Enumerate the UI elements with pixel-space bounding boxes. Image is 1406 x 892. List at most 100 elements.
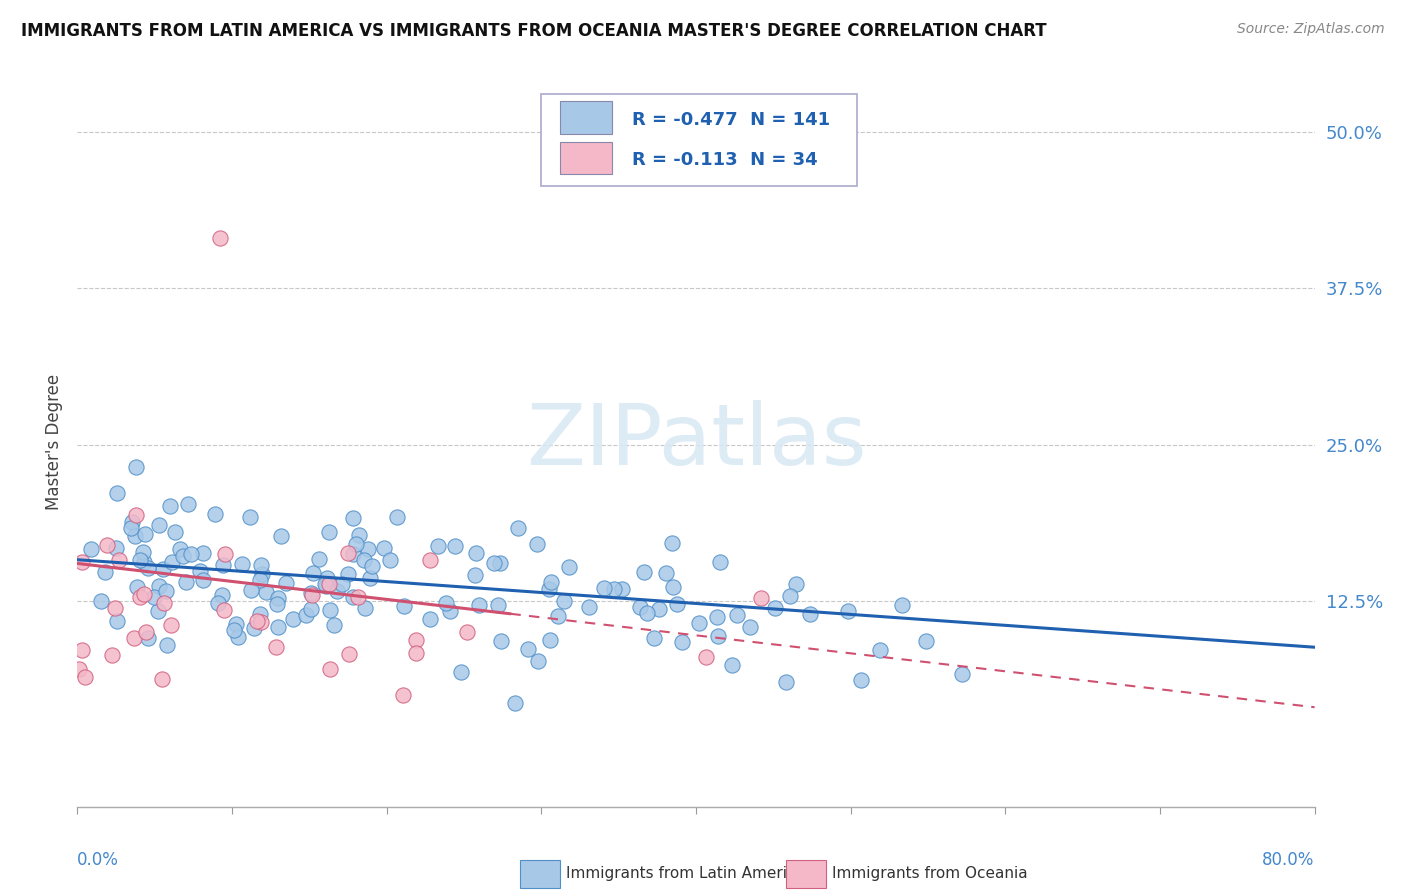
Point: [67, 662, 90, 676]
Point: [593, 581, 616, 595]
Point: [228, 630, 250, 644]
Point: [349, 528, 371, 542]
Point: [443, 539, 465, 553]
Point: [538, 582, 561, 596]
Point: [359, 570, 381, 584]
Point: [628, 599, 651, 614]
Point: [132, 545, 155, 559]
Point: [191, 546, 214, 560]
Point: [342, 511, 364, 525]
Point: [775, 674, 797, 689]
Point: [222, 623, 245, 637]
Point: [464, 567, 486, 582]
Point: [391, 689, 413, 703]
Point: [266, 597, 288, 611]
Point: [633, 565, 655, 579]
Point: [104, 601, 127, 615]
Point: [357, 542, 380, 557]
Point: [148, 579, 170, 593]
Point: [547, 608, 569, 623]
Point: [418, 612, 440, 626]
Text: 80.0%: 80.0%: [1263, 851, 1315, 869]
Point: [706, 610, 728, 624]
Point: [380, 553, 402, 567]
Point: [153, 596, 176, 610]
Point: [491, 633, 513, 648]
Point: [266, 620, 288, 634]
Point: [211, 588, 233, 602]
Text: ZIPatlas: ZIPatlas: [526, 400, 866, 483]
Point: [239, 510, 262, 524]
Point: [295, 608, 318, 623]
Point: [146, 604, 169, 618]
Point: [319, 663, 342, 677]
FancyBboxPatch shape: [541, 95, 856, 186]
Point: [180, 547, 202, 561]
Point: [207, 596, 229, 610]
Point: [249, 573, 271, 587]
Point: [540, 574, 562, 589]
Point: [661, 580, 683, 594]
Point: [169, 541, 191, 556]
Point: [336, 546, 359, 560]
Point: [488, 556, 510, 570]
Point: [636, 606, 658, 620]
Point: [243, 621, 266, 635]
Point: [342, 590, 364, 604]
Point: [319, 603, 342, 617]
Point: [661, 536, 683, 550]
Point: [330, 576, 353, 591]
Point: [80, 541, 103, 556]
Point: [159, 500, 181, 514]
Point: [785, 577, 807, 591]
Point: [709, 555, 731, 569]
Point: [274, 576, 297, 591]
Point: [578, 599, 600, 614]
Point: [720, 657, 742, 672]
Point: [482, 557, 505, 571]
Point: [212, 603, 235, 617]
Point: [353, 553, 375, 567]
Point: [75, 670, 97, 684]
Point: [302, 566, 325, 580]
Point: [914, 633, 936, 648]
Point: [779, 589, 801, 603]
Point: [135, 625, 157, 640]
Point: [434, 596, 457, 610]
Point: [214, 547, 236, 561]
FancyBboxPatch shape: [560, 142, 612, 174]
Point: [134, 587, 156, 601]
Point: [869, 643, 891, 657]
Point: [156, 638, 179, 652]
Point: [172, 549, 194, 563]
Point: [688, 616, 710, 631]
Point: [385, 510, 408, 524]
Point: [125, 580, 148, 594]
Point: [427, 539, 450, 553]
Point: [323, 617, 346, 632]
Point: [250, 558, 273, 573]
Point: [124, 631, 146, 645]
Point: [225, 617, 247, 632]
Point: [763, 601, 786, 615]
Point: [150, 672, 173, 686]
Point: [105, 614, 128, 628]
Point: [337, 647, 360, 661]
Point: [143, 591, 166, 605]
Point: [160, 618, 183, 632]
Point: [891, 598, 914, 612]
Point: [526, 654, 548, 668]
Point: [270, 529, 292, 543]
Point: [72, 555, 94, 569]
Point: [503, 696, 526, 710]
FancyBboxPatch shape: [560, 102, 612, 134]
Point: [950, 667, 973, 681]
Point: [267, 591, 290, 606]
Point: [488, 598, 510, 612]
Point: [318, 577, 340, 591]
Point: [308, 551, 330, 566]
Point: [105, 486, 128, 500]
Y-axis label: Master's Degree: Master's Degree: [45, 374, 63, 509]
Point: [134, 556, 156, 570]
Point: [246, 614, 269, 628]
